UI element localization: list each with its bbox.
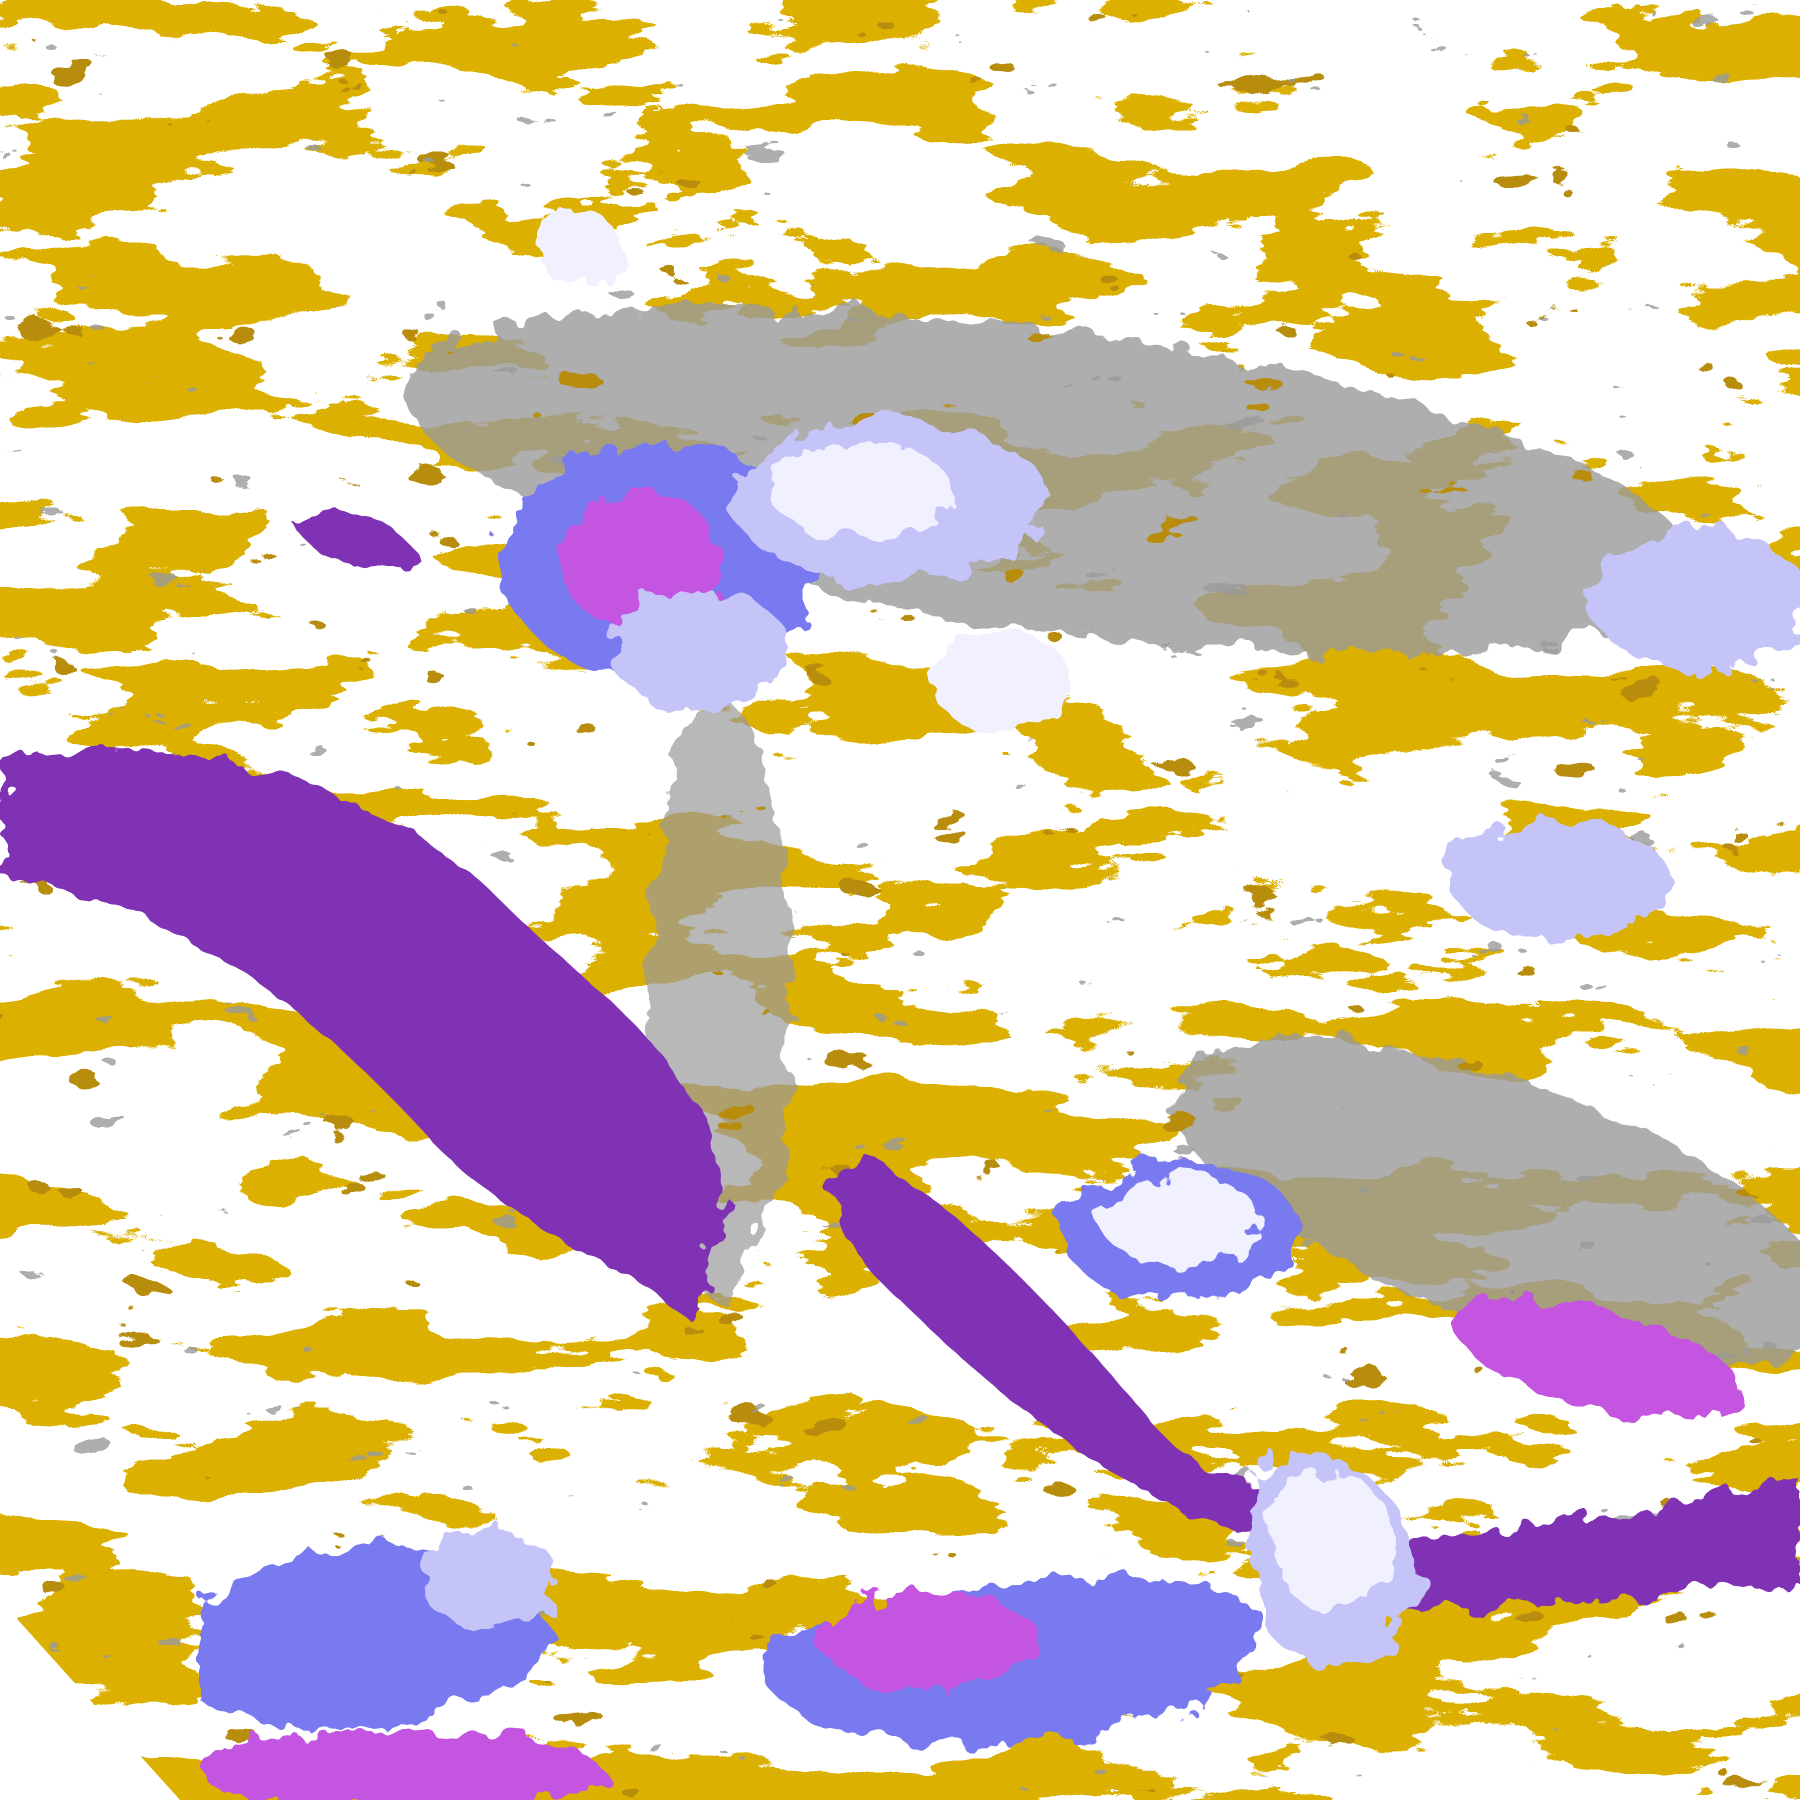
off-disk-corner	[0, 1600, 180, 1800]
high-cloud-clusters	[200, 210, 1800, 1800]
purple-cloud-band	[0, 512, 1800, 1613]
